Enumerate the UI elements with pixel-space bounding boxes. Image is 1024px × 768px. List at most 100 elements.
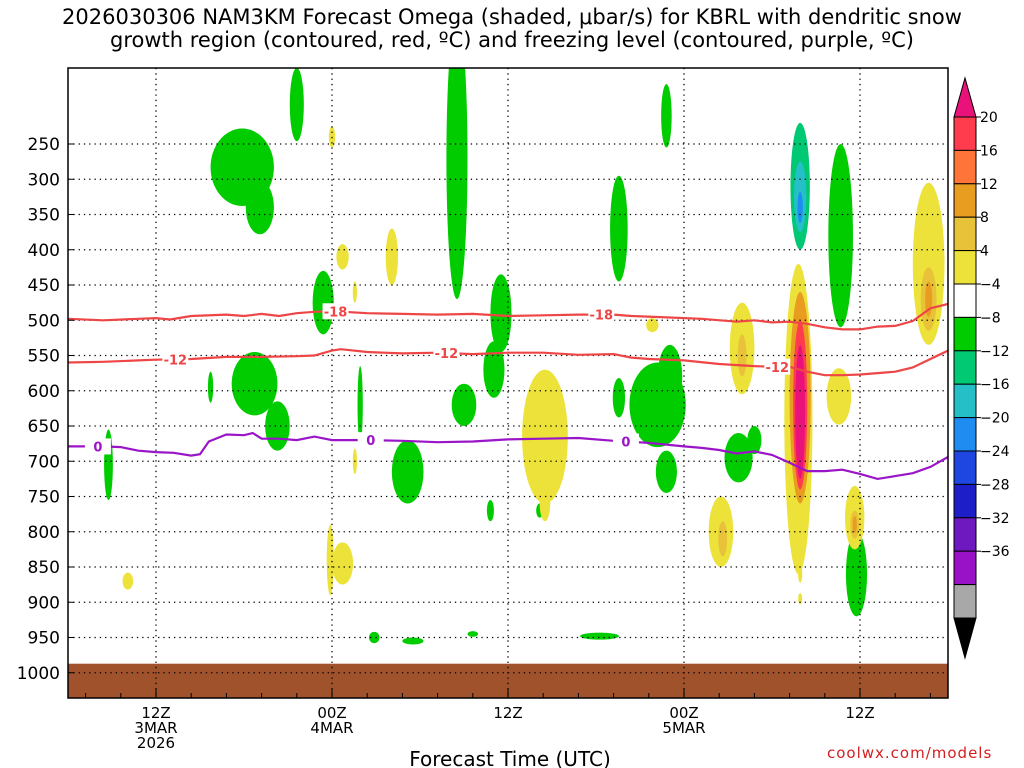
omega-cell--8-to--4 [610, 175, 628, 282]
colorbar-segment [953, 283, 977, 318]
y-tick-label: 700 [28, 452, 60, 472]
colorbar-label: −32 [980, 511, 1010, 527]
contour-label-bg [357, 432, 384, 449]
contour-label-dgz-top: -18 [324, 305, 348, 320]
omega-cell--8-to--4 [724, 433, 753, 483]
omega-cell-4-to-8 [522, 369, 568, 504]
y-tick-label: 1000 [17, 664, 60, 684]
y-tick-label: 350 [28, 206, 60, 226]
omega-cell--8-to--4 [312, 270, 334, 335]
colorbar-segment [953, 483, 977, 519]
y-tick-label: 800 [28, 523, 60, 543]
omega-cell--8-to--4 [402, 637, 424, 645]
y-tick-label: 500 [28, 311, 60, 331]
contour-dgz-bottom [68, 348, 948, 377]
omega-cell--8-to--4 [245, 180, 274, 235]
plot-frame [67, 67, 949, 699]
omega-cell--8-to--4 [368, 631, 380, 644]
x-axis-label: Forecast Time (UTC) [409, 747, 611, 768]
colorbar-segment [953, 383, 977, 419]
colorbar-label: −4 [980, 277, 1001, 293]
contour-label-dgz-bottom: -12 [435, 347, 459, 362]
contour-label-bg [588, 306, 615, 323]
y-axis: 250 300 350 400 450 500 550 600 650 700 750 800 850 9… [17, 135, 74, 684]
y-tick-label: 450 [28, 276, 60, 296]
colorbar-top-arrow [953, 76, 977, 118]
contour-label-freezing-level: 0 [366, 434, 375, 449]
x-tick-label: 12Z [141, 704, 170, 722]
colorbar-label: −28 [980, 477, 1010, 493]
omega-cell--8-to--4 [391, 440, 424, 504]
contour-label-bg [764, 358, 791, 375]
x-tick-label: 5MAR [662, 719, 705, 737]
omega-cell-4-to-8 [326, 524, 334, 596]
omega-cell-4-to-8 [646, 318, 659, 333]
colorbar-label: −12 [980, 344, 1010, 360]
contour-label-freezing-level: 0 [621, 436, 630, 451]
plot-area: -18 -18 -12 -12 -12 0 0 0 [68, 68, 948, 698]
contour-label-bg [612, 433, 639, 450]
omega-cell--8-to--4 [467, 631, 479, 637]
omega-cell--8-to--4 [289, 68, 304, 142]
omega-cell--8-to--4 [828, 144, 853, 328]
colorbar-label: −16 [980, 377, 1010, 393]
colorbar-label: −24 [980, 444, 1010, 460]
y-tick-label: 950 [28, 629, 60, 649]
omega-cell--8-to--4 [661, 84, 672, 148]
omega-cell-4-to-8 [385, 228, 398, 285]
colorbar-segment [953, 517, 977, 552]
colorbar-label: −36 [980, 544, 1010, 560]
colorbar-segment [953, 584, 977, 619]
omega-cell--8-to--4 [483, 341, 505, 398]
contour-label-dgz-top: -18 [590, 309, 614, 324]
credit-text[interactable]: coolwx.com/models [827, 744, 993, 762]
contour-label-dgz-bottom: -12 [766, 361, 790, 376]
colorbar-label: 16 [980, 143, 998, 159]
colorbar-label: 20 [980, 110, 998, 126]
omega-cell--8-to--4 [747, 426, 762, 455]
chart-title-line1: 2026030306 NAM3KM Forecast Omega (shaded… [62, 5, 962, 29]
y-tick-label: 850 [28, 558, 60, 578]
colorbar-label: 12 [980, 177, 998, 193]
x-tick-label: 12Z [845, 704, 874, 722]
omega-cell-4-to-8 [826, 368, 852, 425]
colorbar-label: −20 [980, 411, 1010, 427]
y-tick-label: 900 [28, 593, 60, 613]
omega-cell--8-to--4 [580, 632, 619, 640]
x-tick-label: 4MAR [310, 719, 353, 737]
omega-cell-4-to-8 [798, 565, 803, 583]
omega-cell--8-to--4 [657, 344, 683, 409]
y-tick-label: 400 [28, 241, 60, 261]
contour-label-bg [84, 438, 111, 455]
contour-label-bg [322, 303, 349, 320]
omega-cell-8-to-12 [718, 521, 728, 557]
colorbar-bottom-arrow [953, 617, 977, 660]
chart-title-line2: growth region (contoured, red, ºC) and f… [110, 28, 914, 52]
omega-cell--20-to--16 [797, 191, 803, 223]
x-tick-label: 00Z [669, 704, 698, 722]
contour-dgz-top [68, 302, 948, 331]
x-tick-label: 2026 [137, 734, 175, 752]
contour-label-dgz-bottom: -12 [164, 353, 188, 368]
omega-cell-4-to-8 [336, 244, 349, 270]
omega-cell-12-to-16 [852, 516, 857, 534]
colorbar-segment [953, 450, 977, 485]
y-tick-label: 250 [28, 135, 60, 155]
omega-cell--8-to--4 [446, 68, 468, 300]
colorbar-segment [953, 350, 977, 385]
omega-cell-4-to-8 [912, 182, 945, 345]
x-tick-label: 12Z [493, 704, 522, 722]
y-tick-label: 300 [28, 170, 60, 190]
y-tick-label: 550 [28, 347, 60, 367]
omega-cell--8-to--4 [207, 371, 214, 403]
omega-cell-20-to-24 [795, 344, 806, 479]
colorbar-label: −8 [980, 310, 1001, 326]
colorbar-segment [953, 250, 977, 285]
x-tick-label: 3MAR [134, 719, 177, 737]
omega-cell--8-to--4 [490, 274, 512, 352]
omega-cell--8-to--4 [612, 378, 626, 418]
omega-cell-4-to-8 [122, 572, 134, 590]
y-tick-label: 750 [28, 488, 60, 508]
